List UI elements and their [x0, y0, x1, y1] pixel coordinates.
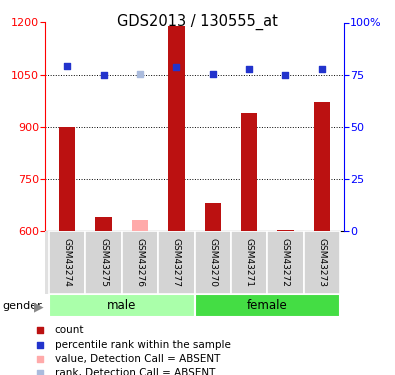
Text: percentile rank within the sample: percentile rank within the sample — [55, 339, 231, 350]
Text: GSM43270: GSM43270 — [208, 238, 217, 287]
Text: GSM43274: GSM43274 — [63, 238, 72, 287]
Bar — [168, 26, 184, 231]
Bar — [205, 203, 221, 231]
Text: female: female — [247, 299, 288, 312]
Bar — [267, 231, 304, 294]
Text: GSM43273: GSM43273 — [317, 238, 326, 287]
Point — [37, 342, 43, 348]
Point — [246, 66, 252, 72]
Text: count: count — [55, 326, 84, 335]
Text: GSM43275: GSM43275 — [99, 238, 108, 287]
Bar — [132, 220, 148, 231]
Bar — [194, 294, 340, 317]
Text: GDS2013 / 130555_at: GDS2013 / 130555_at — [117, 14, 278, 30]
Text: GSM43276: GSM43276 — [135, 238, 145, 287]
Point — [319, 66, 325, 72]
Point — [282, 72, 289, 78]
Bar — [314, 102, 330, 231]
Bar — [304, 231, 340, 294]
Bar — [194, 231, 231, 294]
Bar — [277, 230, 293, 231]
Bar — [231, 231, 267, 294]
Point — [64, 63, 70, 69]
Text: GSM43271: GSM43271 — [245, 238, 254, 287]
Bar — [158, 231, 195, 294]
Point — [37, 370, 43, 375]
Point — [37, 356, 43, 362]
Text: gender: gender — [2, 302, 42, 311]
Text: ▶: ▶ — [34, 301, 44, 313]
Text: GSM43277: GSM43277 — [172, 238, 181, 287]
Point — [37, 327, 43, 333]
Text: value, Detection Call = ABSENT: value, Detection Call = ABSENT — [55, 354, 220, 364]
Point — [210, 71, 216, 77]
Point — [100, 72, 107, 78]
Bar — [49, 231, 85, 294]
Bar — [59, 126, 75, 231]
Point — [137, 71, 143, 77]
Text: rank, Detection Call = ABSENT: rank, Detection Call = ABSENT — [55, 368, 215, 375]
Point — [173, 63, 179, 69]
Bar — [96, 217, 112, 231]
Bar — [49, 294, 194, 317]
Text: male: male — [107, 299, 137, 312]
Bar — [241, 112, 257, 231]
Bar — [85, 231, 122, 294]
Text: GSM43272: GSM43272 — [281, 238, 290, 287]
Bar — [122, 231, 158, 294]
